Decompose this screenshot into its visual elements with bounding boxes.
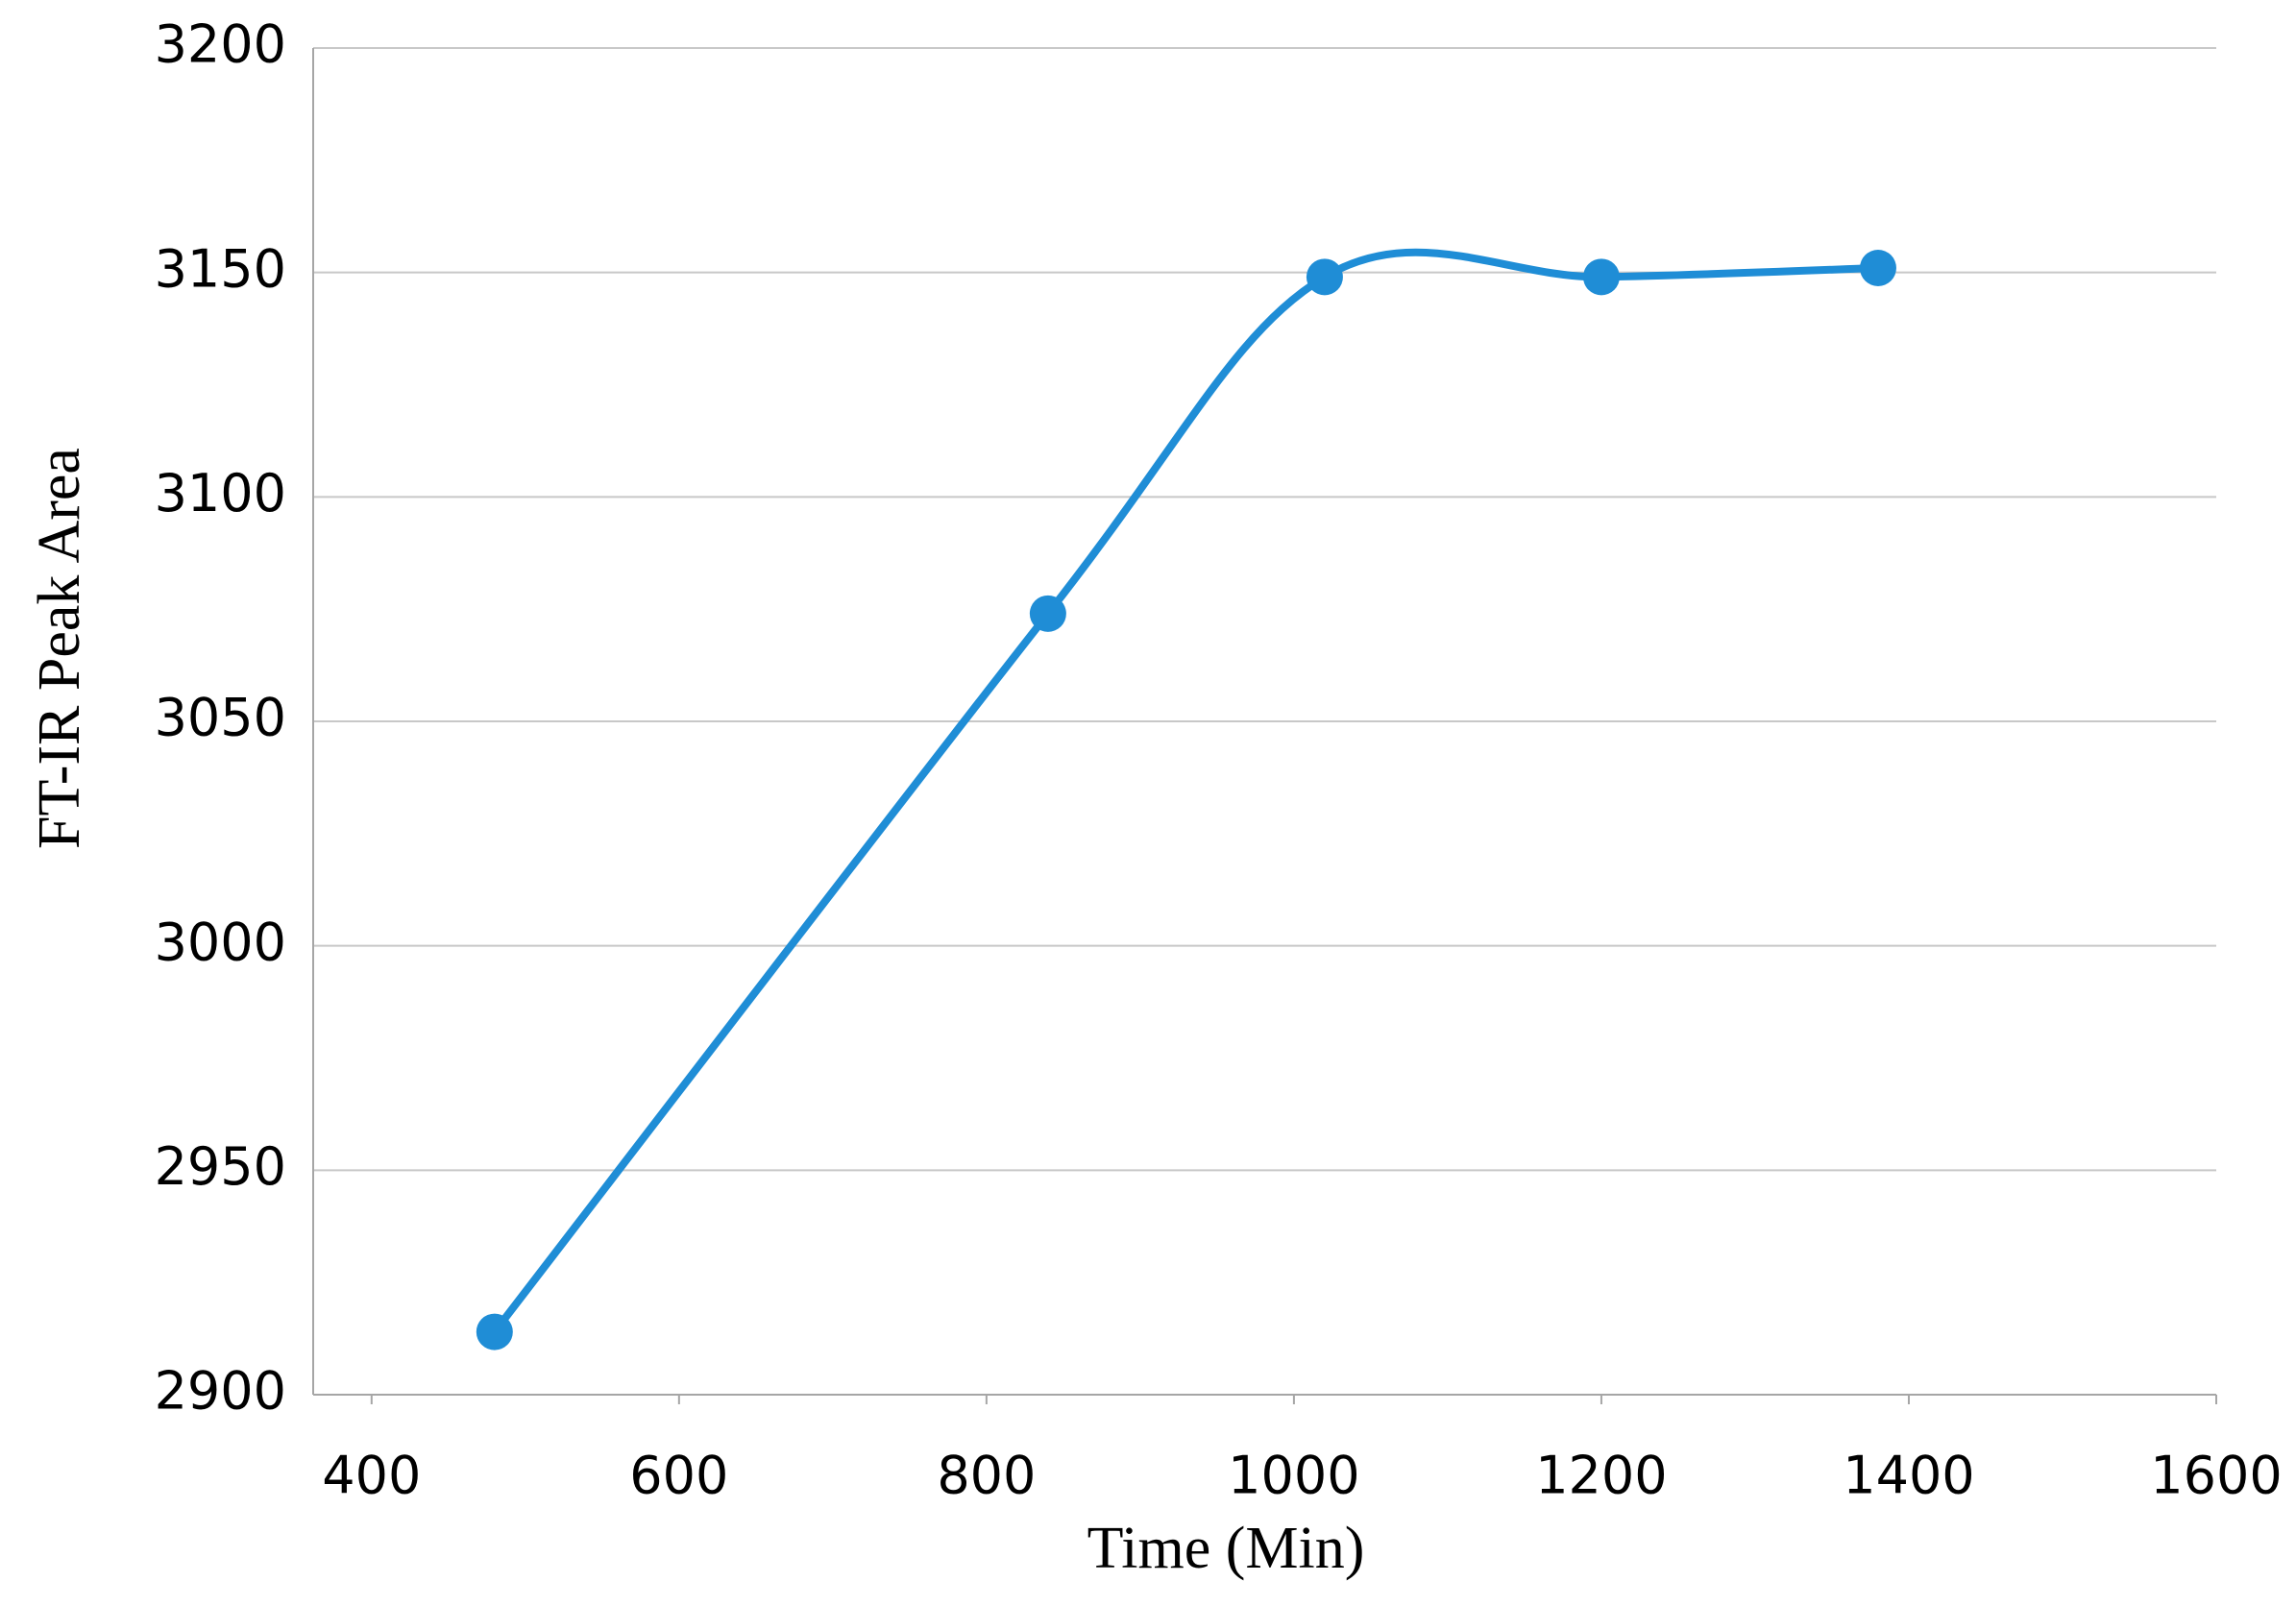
data-point: [476, 1313, 513, 1350]
data-point: [1306, 258, 1343, 296]
y-tick-label: 3150: [155, 238, 286, 299]
y-tick-label: 3050: [155, 688, 286, 748]
x-tick-label: 1600: [2150, 1446, 2282, 1506]
data-point: [1582, 258, 1620, 296]
y-tick-label: 3100: [155, 463, 286, 523]
x-tick-label: 600: [629, 1446, 728, 1506]
x-tick-label: 1400: [1843, 1446, 1974, 1506]
x-tick-label: 400: [322, 1446, 421, 1506]
data-line: [491, 248, 1879, 1335]
y-tick-label: 3000: [155, 912, 286, 972]
x-tick-label: 1200: [1535, 1446, 1667, 1506]
data-point: [1859, 249, 1896, 286]
y-axis-title: FT-IR Peak Area: [27, 448, 92, 849]
y-tick-label: 2900: [155, 1361, 286, 1422]
x-tick-label: 1000: [1228, 1446, 1359, 1506]
y-tick-label: 3200: [155, 14, 286, 75]
x-tick-label: 800: [937, 1446, 1036, 1506]
x-axis-title: Time (Min): [1087, 1516, 1365, 1581]
data-point: [1029, 595, 1066, 632]
y-tick-label: 2950: [155, 1136, 286, 1197]
